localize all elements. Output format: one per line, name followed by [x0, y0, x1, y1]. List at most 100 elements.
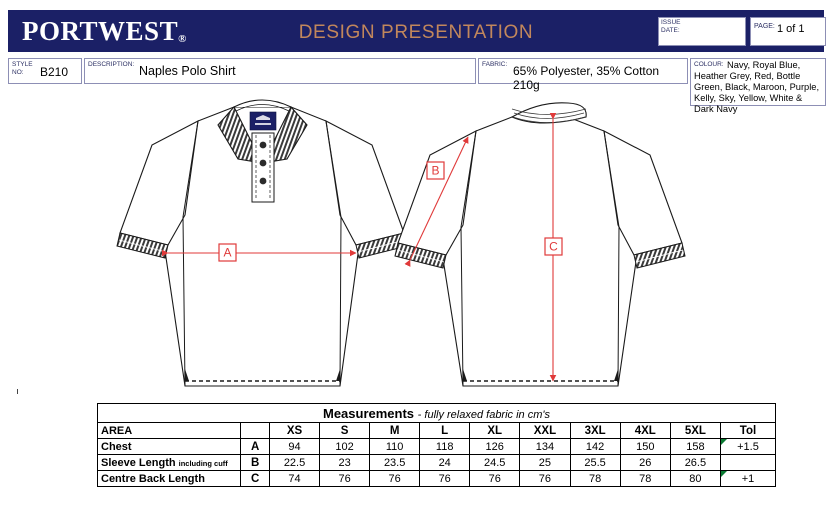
cell-cbl-xxl: 76: [519, 470, 571, 487]
button-3: [259, 177, 267, 185]
cell-cbl-xs: 74: [268, 470, 321, 487]
fabric-field[interactable]: FABRIC: 65% Polyester, 35% Cotton 210g: [478, 58, 688, 92]
row-code-c: C: [240, 470, 270, 487]
row-area-chest: Chest: [96, 438, 242, 455]
button-2: [259, 159, 267, 167]
header-s: S: [319, 422, 371, 439]
issue-label-line2: DATE:: [661, 26, 680, 34]
table-subtitle: - fully relaxed fabric in cm's: [417, 408, 550, 421]
cell-sleeve-l: 24: [419, 454, 471, 471]
front-right-vent: [336, 369, 340, 381]
callout-b-label: B: [431, 164, 439, 178]
style-no-label: STYLE NO:: [12, 61, 33, 76]
row-area-label: Sleeve Length: [101, 456, 176, 469]
button-1: [259, 141, 267, 149]
back-right-armhole-seam: [603, 130, 620, 387]
cell-cbl-tol-value: +1: [741, 472, 755, 485]
cell-chest-tol: +1.5: [719, 438, 777, 455]
neck-label-logo-icon: [256, 115, 270, 120]
cell-sleeve-tol: [719, 454, 777, 471]
cell-chest-s: 102: [319, 438, 371, 455]
issue-date-field[interactable]: ISSUE DATE:: [658, 17, 746, 46]
cell-cbl-l: 76: [419, 470, 471, 487]
back-view: B C: [394, 102, 686, 387]
cell-sleeve-xs: 22.5: [268, 454, 321, 471]
cell-sleeve-m: 23.5: [369, 454, 421, 471]
description-label: DESCRIPTION:: [88, 61, 135, 68]
colour-field[interactable]: COLOUR: Navy, Royal Blue, Heather Grey, …: [690, 58, 826, 114]
header-5xl: 5XL: [669, 422, 721, 439]
measurements-table-wrap: Measurements - fully relaxed fabric in c…: [96, 403, 777, 487]
style-no-field[interactable]: STYLE NO: B210: [8, 58, 82, 84]
cell-chest-5xl: 158: [669, 438, 721, 455]
neck-label: [249, 111, 277, 131]
row-area-sublabel: including cuff: [178, 458, 228, 468]
row-code-b: B: [240, 454, 270, 471]
header-3xl: 3XL: [569, 422, 621, 439]
registered-trademark-icon: ®: [178, 33, 187, 45]
logo-text: PORTWEST: [22, 16, 179, 46]
measurements-table: Measurements - fully relaxed fabric in c…: [96, 403, 777, 487]
back-right-cuff: [633, 242, 686, 269]
issue-date-label: ISSUE DATE:: [661, 19, 681, 34]
front-collar-fold: [235, 104, 290, 112]
description-field[interactable]: DESCRIPTION: Naples Polo Shirt: [84, 58, 476, 84]
cell-sleeve-s: 23: [319, 454, 371, 471]
cell-cbl-xl: 76: [469, 470, 521, 487]
cell-sleeve-xl: 24.5: [469, 454, 521, 471]
row-area-label: Chest: [101, 440, 132, 453]
cell-sleeve-4xl: 26: [619, 454, 671, 471]
cell-chest-3xl: 142: [569, 438, 621, 455]
cell-cbl-m: 76: [369, 470, 421, 487]
page-value: 1 of 1: [777, 23, 805, 35]
style-label-line2: NO:: [12, 68, 24, 76]
cell-chest-tol-value: +1.5: [737, 440, 759, 453]
page-label: PAGE:: [754, 23, 775, 30]
front-left-vent: [185, 369, 189, 381]
front-left-cuff: [116, 232, 169, 259]
cell-sleeve-3xl: 25.5: [569, 454, 621, 471]
page-title: DESIGN PRESENTATION: [298, 22, 534, 43]
back-collar: [510, 102, 587, 124]
cell-chest-m: 110: [369, 438, 421, 455]
style-label-line1: STYLE: [12, 61, 33, 68]
cell-sleeve-5xl: 26.5: [669, 454, 721, 471]
description-value: Naples Polo Shirt: [139, 64, 236, 78]
issue-label-line1: ISSUE: [661, 19, 681, 26]
measure-line-b: [404, 136, 469, 267]
fabric-value: 65% Polyester, 35% Cotton 210g: [513, 64, 660, 92]
front-placket: [251, 132, 275, 203]
back-collar-rib-1: [513, 112, 585, 119]
callout-c-label: C: [549, 240, 558, 254]
table-title-cell: Measurements - fully relaxed fabric in c…: [97, 403, 776, 423]
table-title-row: Measurements - fully relaxed fabric in c…: [97, 403, 776, 423]
margin-tick-mark: [17, 389, 18, 394]
header-xs: XS: [268, 422, 321, 439]
cell-cbl-tol: +1: [719, 470, 777, 487]
back-right-vent: [614, 369, 618, 381]
header-l: L: [419, 422, 471, 439]
cell-cbl-s: 76: [319, 470, 371, 487]
front-view: A: [116, 99, 408, 387]
header-m: M: [369, 422, 421, 439]
back-left-vent: [463, 369, 467, 381]
cell-cbl-5xl: 80: [669, 470, 721, 487]
front-left-cuff-line: [118, 239, 167, 253]
neck-label-text-icon: [255, 123, 271, 125]
header-area: AREA: [96, 422, 242, 439]
callout-a-label: A: [223, 246, 231, 260]
back-collar-rib-3: [511, 108, 587, 115]
cell-sleeve-xxl: 25: [519, 454, 571, 471]
cell-chest-xxl: 134: [519, 438, 571, 455]
callout-a-box: [218, 243, 237, 262]
callout-b-box: [426, 161, 445, 180]
style-no-value: B210: [40, 65, 69, 79]
page-number-field: PAGE: 1 of 1: [750, 17, 826, 46]
row-area-centre-back-length: Centre Back Length: [96, 470, 242, 487]
front-left-armhole-seam: [182, 120, 199, 387]
cell-cbl-3xl: 78: [569, 470, 621, 487]
row-area-sleeve-length: Sleeve Length including cuff: [96, 454, 242, 471]
back-right-cuff-line: [635, 249, 684, 263]
portwest-logo: PORTWEST®: [22, 16, 187, 52]
